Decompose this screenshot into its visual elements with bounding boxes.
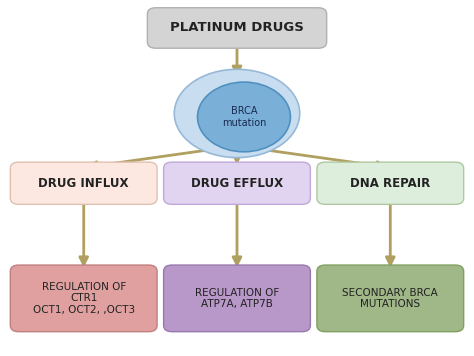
Ellipse shape xyxy=(174,69,300,158)
FancyBboxPatch shape xyxy=(317,265,464,332)
Text: DRUG EFFLUX: DRUG EFFLUX xyxy=(191,177,283,190)
Text: DRUG INFLUX: DRUG INFLUX xyxy=(38,177,129,190)
Text: REGULATION OF
ATP7A, ATP7B: REGULATION OF ATP7A, ATP7B xyxy=(195,288,279,309)
FancyBboxPatch shape xyxy=(164,162,310,204)
Text: PLATINUM DRUGS: PLATINUM DRUGS xyxy=(170,21,304,35)
Text: BRCA
mutation: BRCA mutation xyxy=(222,106,266,128)
Text: REGULATION OF
CTR1
OCT1, OCT2, ,OCT3: REGULATION OF CTR1 OCT1, OCT2, ,OCT3 xyxy=(33,282,135,315)
FancyBboxPatch shape xyxy=(317,162,464,204)
Text: DNA REPAIR: DNA REPAIR xyxy=(350,177,430,190)
FancyBboxPatch shape xyxy=(164,265,310,332)
Text: SECONDARY BRCA
MUTATIONS: SECONDARY BRCA MUTATIONS xyxy=(342,288,438,309)
FancyBboxPatch shape xyxy=(10,162,157,204)
FancyBboxPatch shape xyxy=(147,8,327,48)
Ellipse shape xyxy=(198,82,291,152)
FancyBboxPatch shape xyxy=(10,265,157,332)
